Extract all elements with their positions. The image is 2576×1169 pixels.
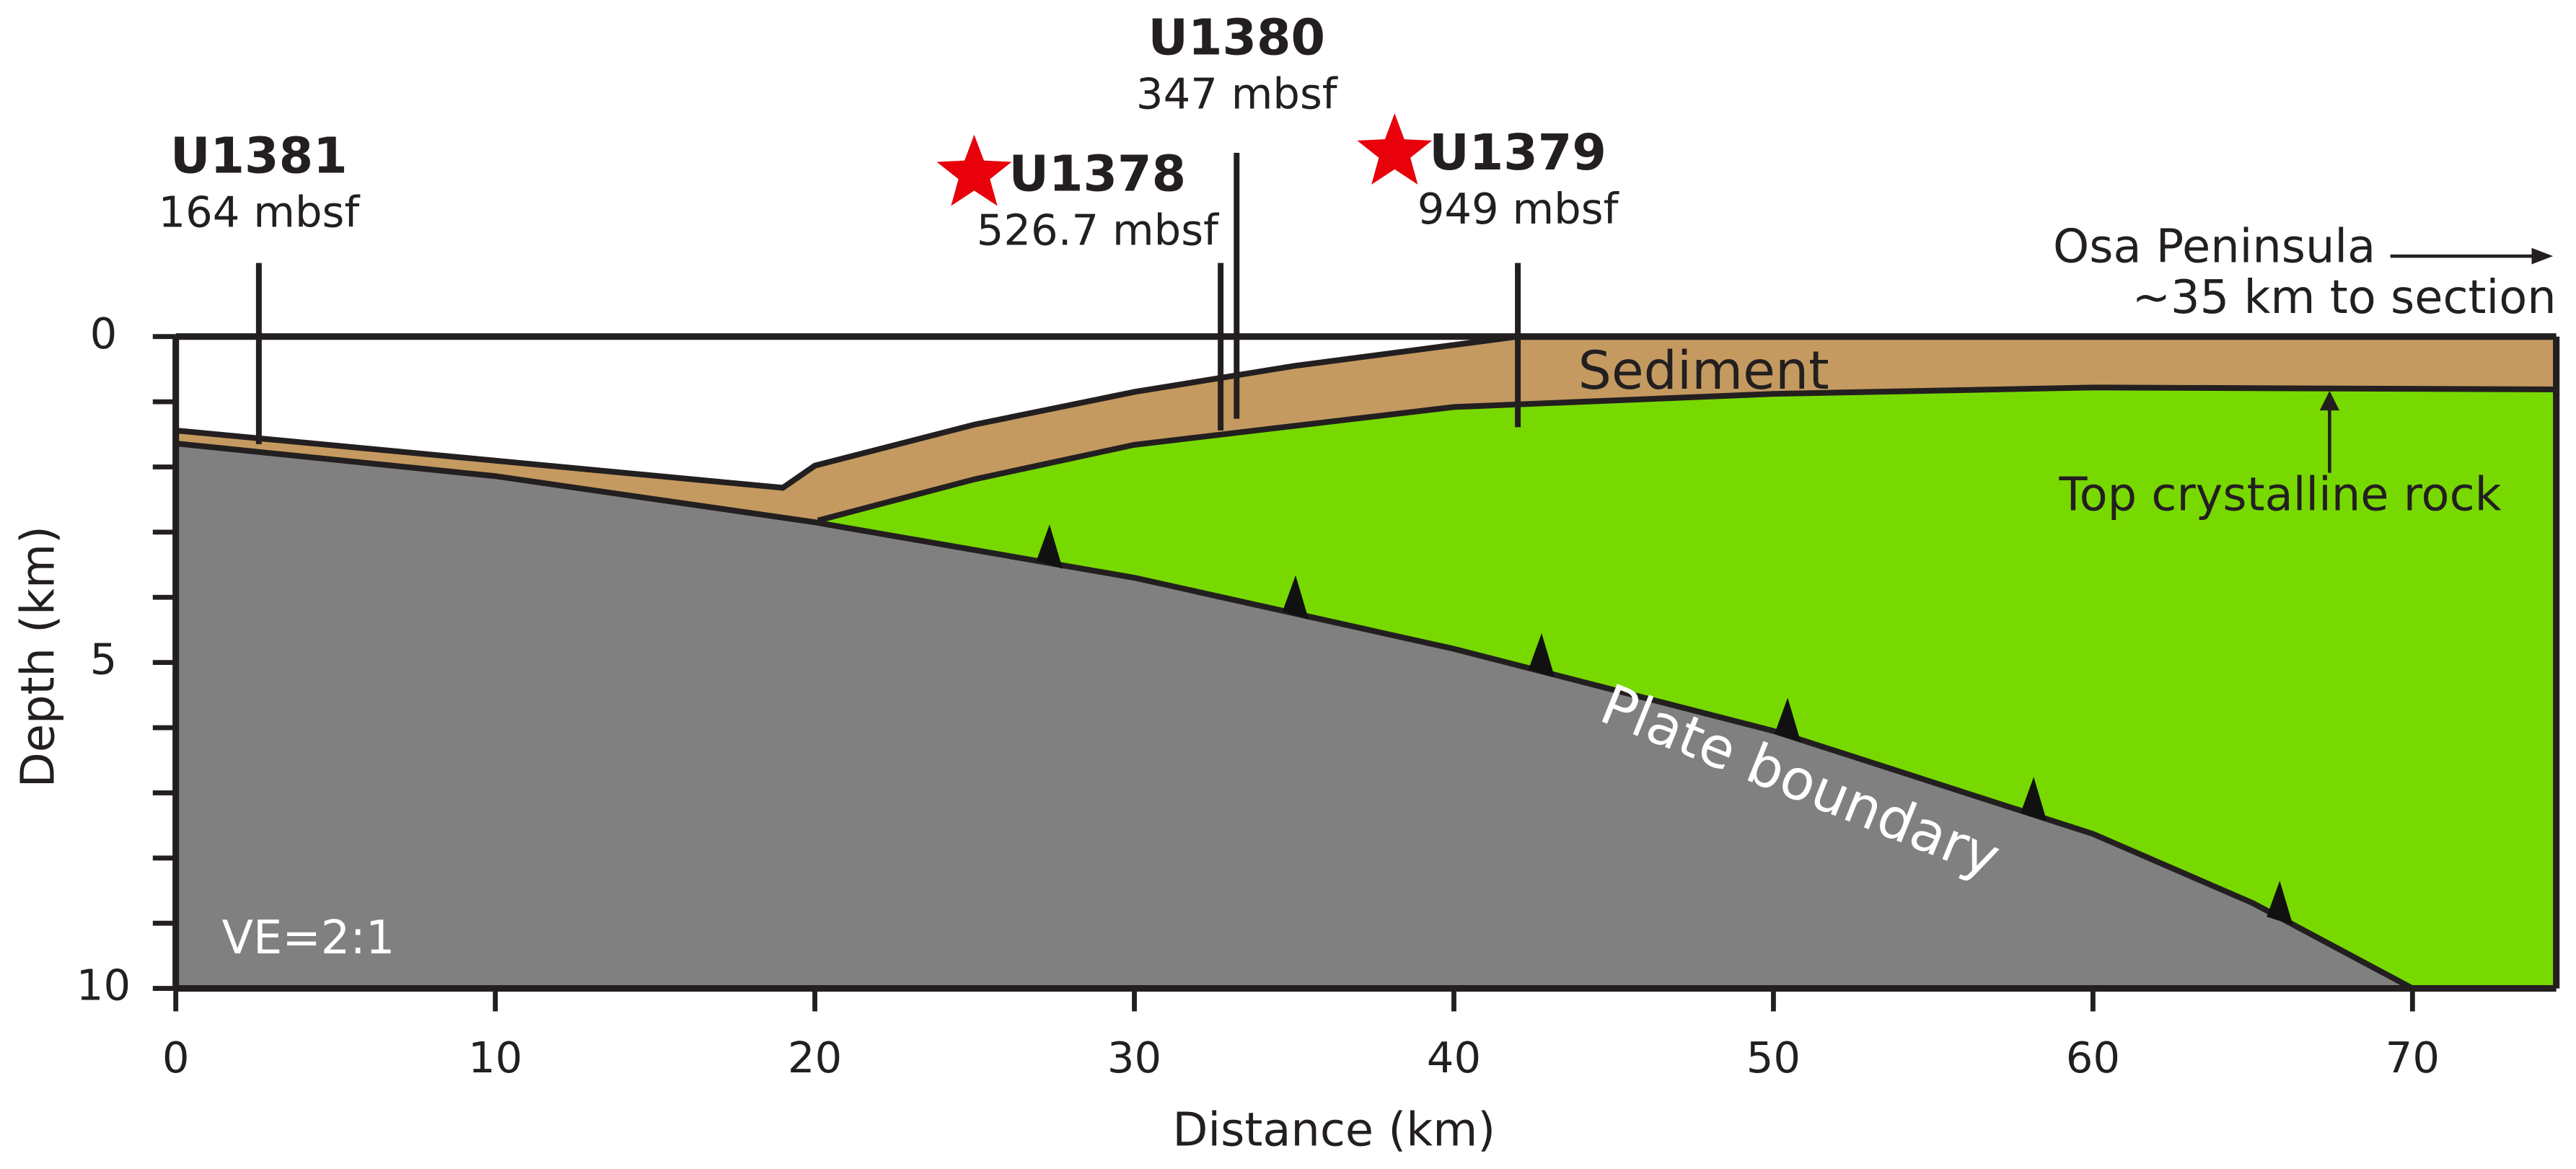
sediment-label: Sediment (1578, 340, 1829, 402)
thrust-tooth (1036, 524, 1063, 569)
ve-label: VE=2:1 (221, 912, 395, 965)
y-tick-label: 0 (90, 309, 118, 358)
thrust-tooth (1282, 575, 1309, 620)
thrust-tooth (2021, 777, 2047, 821)
site-depth: 347 mbsf (1136, 69, 1338, 118)
site-name: U1381 (170, 128, 348, 185)
thrust-tooth (1528, 633, 1555, 678)
site-name: U1378 (1009, 146, 1187, 203)
site-depth: 164 mbsf (158, 187, 360, 237)
plate-layer (175, 443, 2413, 989)
thrust-tooth (1774, 697, 1801, 742)
x-tick-label: 20 (788, 1033, 842, 1082)
x-tick-label: 70 (2386, 1033, 2440, 1082)
crystalline-layer (817, 387, 2557, 989)
x-tick-label: 50 (1746, 1033, 1801, 1082)
crystalline-arrowhead (2319, 390, 2340, 411)
x-tick-label: 0 (162, 1033, 190, 1082)
crystalline-label: Top crystalline rock (2059, 468, 2502, 521)
x-tick-label: 10 (468, 1033, 522, 1082)
site-star (1357, 113, 1433, 185)
site-name: U1380 (1148, 9, 1325, 66)
boundary-line (175, 336, 2557, 491)
x-tick-label: 30 (1107, 1033, 1161, 1082)
y-tick-label: 10 (76, 961, 131, 1010)
site-star (936, 134, 1012, 206)
thrust-tooth (2267, 881, 2293, 925)
x-tick-label: 60 (2066, 1033, 2120, 1082)
boundary-line (175, 440, 2414, 989)
y-axis-label: Depth (km) (12, 526, 66, 788)
boundary-lines (175, 336, 2557, 989)
osa-label: Osa Peninsula (2053, 221, 2375, 274)
osa-distance: ~35 km to section (2132, 271, 2557, 325)
site-depth: 949 mbsf (1417, 184, 1619, 234)
y-tick-label: 5 (90, 635, 118, 684)
layers (175, 336, 2557, 989)
x-axis-label: Distance (km) (1172, 1103, 1495, 1157)
site-name: U1379 (1429, 125, 1606, 182)
site-depth: 526.7 mbsf (977, 205, 1219, 255)
osa-arrowhead (2531, 247, 2554, 265)
x-tick-label: 40 (1427, 1033, 1481, 1082)
boundary-line (817, 384, 2557, 524)
